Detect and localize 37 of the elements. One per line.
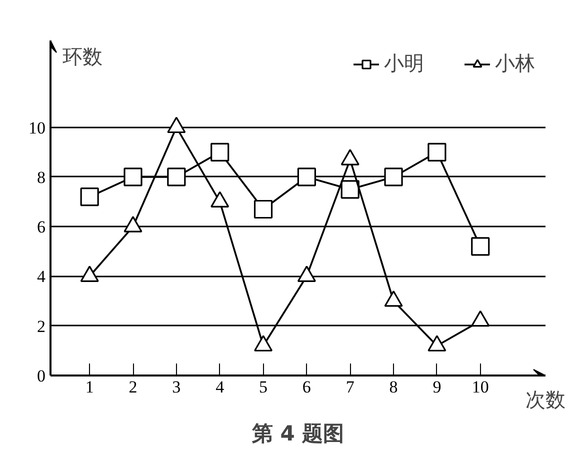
- point: [254, 200, 273, 219]
- x-tick-label: 10: [472, 378, 489, 396]
- x-tick-label: 2: [128, 378, 138, 396]
- y-axis-title: 环数: [62, 44, 102, 68]
- y-tick-label: 6: [37, 218, 46, 237]
- point: [471, 237, 490, 256]
- point: [384, 168, 403, 186]
- x-tick-label: 4: [216, 378, 225, 396]
- point: [297, 266, 316, 282]
- x-tick-label: 5: [259, 378, 268, 396]
- y-tick-label: 10: [28, 118, 46, 138]
- point: [297, 168, 316, 186]
- y-tick-label: 8: [37, 168, 46, 187]
- point: [384, 290, 403, 307]
- x-tick-label: 1: [85, 378, 94, 396]
- x-tick-label: 9: [432, 378, 442, 396]
- point: [80, 188, 99, 206]
- y-tick-label: 2: [37, 316, 46, 336]
- point: [80, 266, 99, 282]
- point: [340, 180, 360, 199]
- y-tick-label: 4: [37, 267, 46, 286]
- x-tick-label: 7: [346, 378, 355, 396]
- x-tick-label: 8: [389, 378, 398, 396]
- legend-label: 小林: [495, 50, 535, 77]
- y-tick-label: 0: [37, 366, 46, 386]
- point: [471, 310, 490, 327]
- point: [124, 168, 142, 186]
- x-tick-label: 6: [302, 378, 311, 396]
- point: [167, 168, 186, 186]
- x-axis-title: 次数: [526, 388, 566, 412]
- x-tick-label: 3: [172, 378, 181, 396]
- text: 第 4 题图: [250, 422, 344, 446]
- legend-label: 小明: [384, 50, 424, 77]
- point: [254, 335, 273, 352]
- point: [210, 142, 230, 162]
- point: [428, 335, 446, 352]
- point: [428, 142, 446, 162]
